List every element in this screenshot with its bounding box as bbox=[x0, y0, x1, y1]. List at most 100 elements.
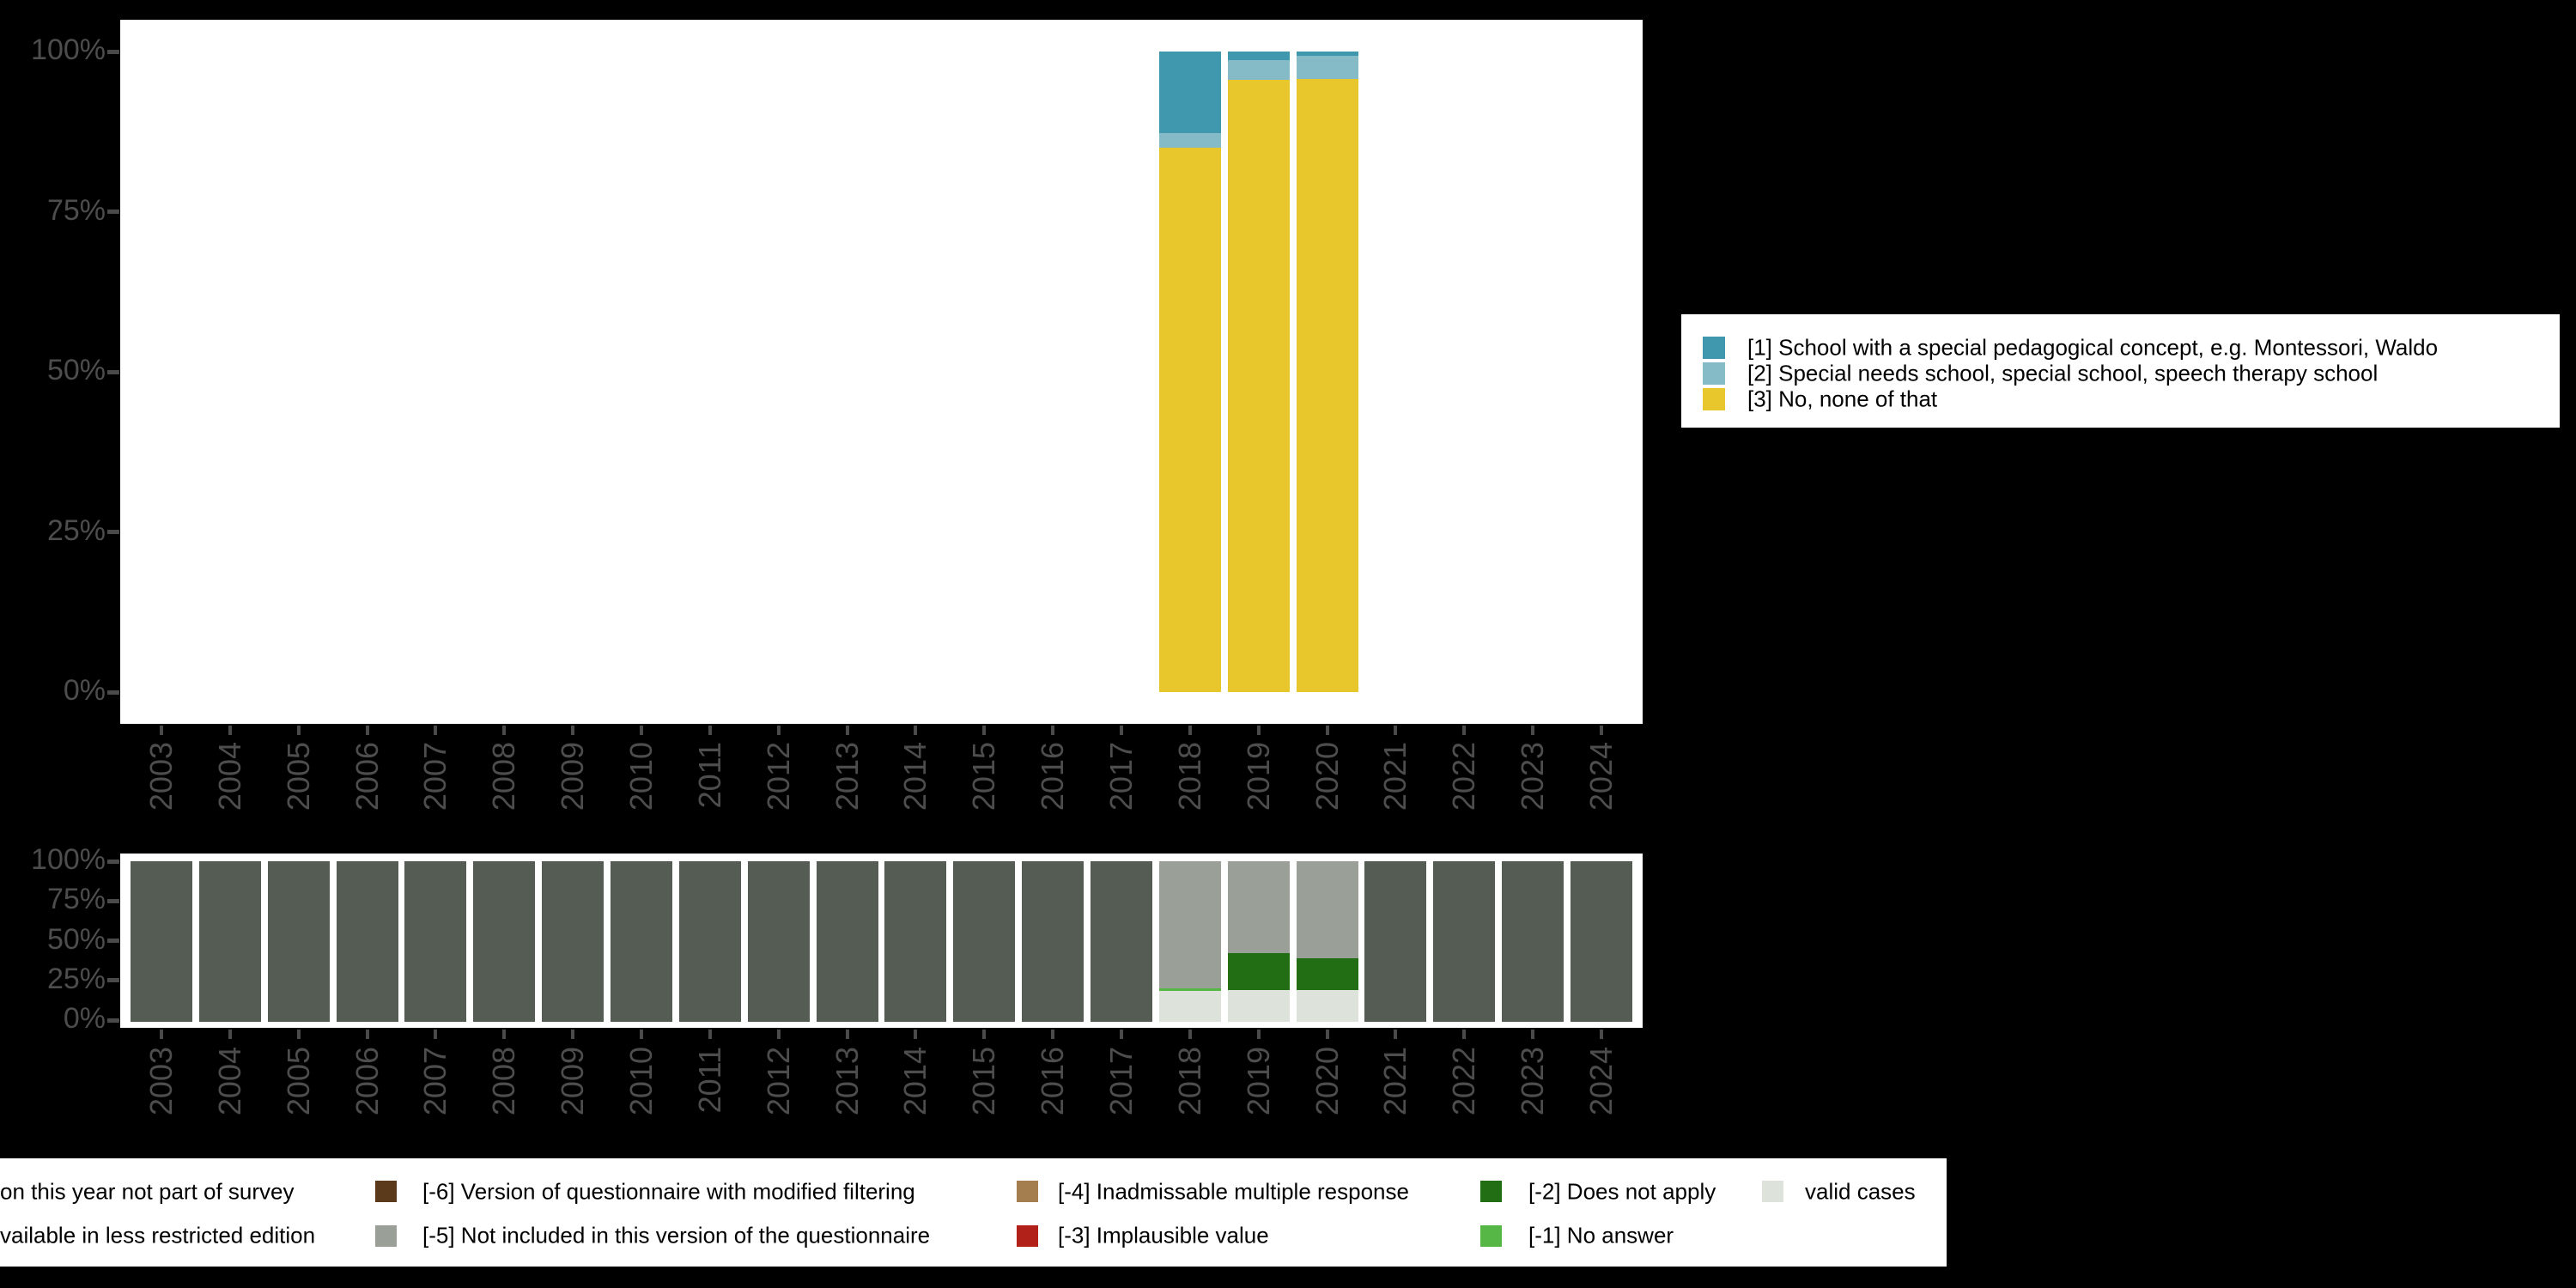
x-axis-tick bbox=[1051, 726, 1055, 735]
x-axis-label: 2022 bbox=[1446, 1047, 1482, 1116]
bar bbox=[953, 854, 1016, 1028]
bar-segment bbox=[1227, 59, 1290, 80]
bar bbox=[816, 854, 878, 1028]
legend-swatch bbox=[1017, 1225, 1038, 1247]
bar-segment bbox=[1090, 861, 1152, 1022]
x-axis-tick bbox=[434, 1030, 438, 1039]
x-axis-tick bbox=[1051, 1030, 1055, 1039]
x-axis-label: 2005 bbox=[280, 1047, 316, 1116]
y-axis-tick bbox=[107, 210, 119, 214]
bar bbox=[198, 854, 261, 1028]
x-axis-label: 2017 bbox=[1103, 742, 1139, 811]
x-axis-label: 2008 bbox=[486, 1047, 522, 1116]
bottom-chart-panel bbox=[120, 854, 1643, 1028]
bar bbox=[1227, 20, 1290, 724]
y-axis-tick bbox=[107, 690, 119, 695]
y-axis-tick bbox=[107, 369, 119, 374]
x-axis-label: 2013 bbox=[829, 1047, 865, 1116]
bar bbox=[610, 854, 672, 1028]
legend-label: [-2] Does not apply bbox=[1528, 1178, 1716, 1205]
legend-label: vailable in less restricted edition bbox=[0, 1222, 316, 1249]
bar-segment bbox=[336, 861, 398, 1022]
x-axis-tick bbox=[639, 726, 643, 735]
x-axis-label: 2005 bbox=[280, 742, 316, 811]
x-axis-tick bbox=[571, 1030, 575, 1039]
x-axis-tick bbox=[982, 726, 987, 735]
x-axis-tick bbox=[1325, 1030, 1329, 1039]
x-axis-tick bbox=[434, 726, 438, 735]
legend-swatch bbox=[1703, 388, 1725, 410]
bar bbox=[131, 854, 192, 1028]
bar bbox=[1227, 854, 1290, 1028]
x-axis-label: 2004 bbox=[211, 742, 247, 811]
bar-segment bbox=[1227, 79, 1290, 692]
bar-segment bbox=[1227, 861, 1290, 953]
legend-swatch bbox=[1762, 1181, 1783, 1202]
legend-swatch bbox=[1480, 1225, 1502, 1247]
bar-segment bbox=[1158, 987, 1221, 992]
legend-label: [-1] No answer bbox=[1528, 1222, 1674, 1249]
y-axis-label: 25% bbox=[46, 513, 106, 547]
x-axis-label: 2017 bbox=[1103, 1047, 1139, 1116]
x-axis-tick bbox=[914, 1030, 918, 1039]
x-axis-label: 2007 bbox=[417, 742, 453, 811]
y-axis-label: 100% bbox=[31, 33, 106, 66]
x-axis-label: 2010 bbox=[623, 742, 659, 811]
bar-segment bbox=[267, 861, 330, 1022]
x-axis-tick bbox=[1325, 726, 1329, 735]
x-axis-tick bbox=[1462, 726, 1467, 735]
x-axis-label: 2020 bbox=[1309, 1047, 1345, 1116]
x-axis-tick bbox=[160, 1030, 163, 1039]
bar bbox=[1296, 854, 1358, 1028]
x-axis-tick bbox=[1119, 726, 1123, 735]
bar-segment bbox=[404, 861, 467, 1022]
legend-label: on this year not part of survey bbox=[0, 1178, 295, 1205]
x-axis-tick bbox=[639, 1030, 643, 1039]
bar bbox=[1502, 854, 1564, 1028]
x-axis-tick bbox=[228, 726, 232, 735]
x-axis-label: 2021 bbox=[1377, 1047, 1413, 1116]
y-axis-tick bbox=[107, 898, 119, 903]
x-axis-tick bbox=[1531, 1030, 1535, 1039]
x-axis-label: 2022 bbox=[1446, 742, 1482, 811]
bar-segment bbox=[1433, 861, 1496, 1022]
x-axis-label: 2023 bbox=[1515, 1047, 1551, 1116]
bar bbox=[1364, 854, 1427, 1028]
x-axis-label: 2004 bbox=[211, 1047, 247, 1116]
y-axis-label: 0% bbox=[63, 673, 106, 707]
x-axis-label: 2012 bbox=[760, 742, 796, 811]
bar-segment bbox=[953, 861, 1016, 1022]
x-axis-tick bbox=[708, 1030, 712, 1039]
legend-categories: [1] School with a special pedagogical co… bbox=[1681, 314, 2560, 428]
legend-missing-values: on this year not part of survey [-6] Vers… bbox=[0, 1158, 1947, 1267]
x-axis-tick bbox=[1188, 726, 1192, 735]
x-axis-tick bbox=[1188, 1030, 1192, 1039]
x-axis-label: 2009 bbox=[555, 742, 591, 811]
x-axis-tick bbox=[296, 1030, 301, 1039]
bar bbox=[1433, 854, 1496, 1028]
bar-segment bbox=[542, 861, 605, 1022]
bar-segment bbox=[747, 861, 810, 1022]
x-axis-tick bbox=[1531, 726, 1535, 735]
x-axis-tick bbox=[1394, 1030, 1398, 1039]
x-axis-label: 2014 bbox=[897, 1047, 933, 1116]
x-axis-label: 2019 bbox=[1240, 1047, 1276, 1116]
bar-segment bbox=[131, 861, 192, 1022]
x-axis-tick bbox=[1119, 1030, 1123, 1039]
x-axis-tick bbox=[1599, 1030, 1603, 1039]
legend-swatch bbox=[1017, 1181, 1038, 1202]
bar-segment bbox=[1227, 989, 1290, 1022]
y-axis-label: 50% bbox=[46, 922, 106, 956]
bar-segment bbox=[884, 861, 947, 1022]
bar bbox=[1158, 20, 1221, 724]
bar-segment bbox=[816, 861, 878, 1022]
bar bbox=[1570, 854, 1632, 1028]
y-axis-tick bbox=[107, 1018, 119, 1023]
x-axis-tick bbox=[365, 1030, 369, 1039]
legend-label: [2] Special needs school, special school… bbox=[1747, 360, 2379, 386]
legend-swatch bbox=[1703, 337, 1725, 359]
bar bbox=[1022, 854, 1084, 1028]
x-axis-label: 2003 bbox=[143, 1047, 179, 1116]
legend-label: [-6] Version of questionnaire with modif… bbox=[422, 1178, 915, 1205]
legend-swatch bbox=[375, 1225, 397, 1247]
